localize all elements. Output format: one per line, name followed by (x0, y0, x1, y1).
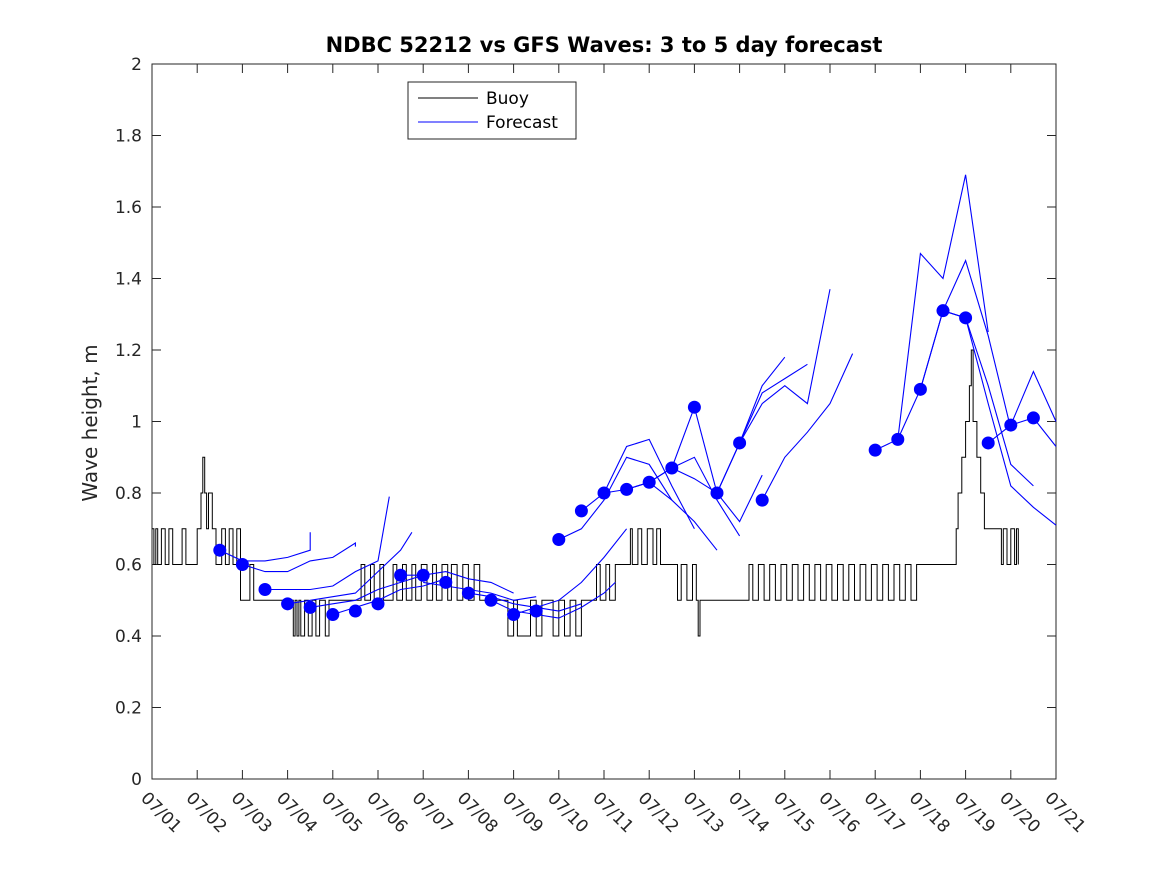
legend-box (407, 81, 577, 140)
forecast-line (897, 259, 1012, 440)
forecast-marker (959, 311, 973, 325)
y-axis-label: Wave height, m (78, 344, 102, 501)
forecast-marker (461, 586, 475, 600)
forecast-line (919, 310, 1034, 487)
forecast-marker (507, 608, 521, 622)
forecast-marker (303, 600, 317, 614)
y-tick-label: 1.2 (115, 341, 142, 361)
legend-label: Forecast (486, 113, 558, 133)
forecast-marker (597, 486, 611, 500)
forecast-marker (394, 568, 408, 582)
forecast-marker (258, 583, 272, 597)
forecast-marker (348, 604, 362, 618)
y-tick-label: 1 (131, 413, 142, 433)
forecast-marker (981, 436, 995, 450)
y-tick-label: 1.8 (115, 127, 142, 147)
forecast-line (242, 541, 356, 573)
forecast-marker (642, 475, 656, 489)
forecast-line (987, 370, 1057, 444)
buoy-line (152, 349, 1019, 637)
y-tick-label: 0.2 (115, 699, 142, 719)
legend: Buoy Forecast (407, 81, 577, 140)
forecast-marker (326, 608, 340, 622)
forecast-marker (281, 597, 295, 611)
forecast-marker (755, 493, 769, 507)
forecast-marker (620, 482, 634, 496)
forecast-line (761, 353, 854, 501)
forecast-line (219, 532, 311, 562)
forecast-line (265, 496, 390, 591)
forecast-marker (416, 568, 430, 582)
forecast-marker (371, 597, 385, 611)
y-tick-label: 0.6 (115, 556, 142, 576)
forecast-marker (529, 604, 543, 618)
forecast-marker (574, 504, 588, 518)
legend-label: Buoy (486, 89, 529, 109)
forecast-line (739, 289, 831, 444)
forecast-marker (891, 432, 905, 446)
forecast-line (287, 532, 413, 605)
forecast-marker (710, 486, 724, 500)
chart-title: NDBC 52212 vs GFS Waves: 3 to 5 day fore… (326, 33, 883, 57)
forecast-marker (733, 436, 747, 450)
forecast-line (716, 363, 808, 494)
forecast-marker (235, 558, 249, 571)
forecast-marker (439, 575, 453, 589)
y-tick-label: 1.4 (115, 270, 142, 290)
forecast-marker (868, 443, 882, 457)
forecast-marker (687, 400, 701, 414)
forecast-marker (665, 461, 679, 475)
y-tick-label: 0 (131, 770, 142, 790)
forecast-marker (552, 532, 566, 546)
forecast-marker (936, 304, 950, 318)
forecast-marker (213, 543, 227, 557)
y-tick-label: 2 (131, 55, 142, 75)
forecast-marker (1026, 411, 1040, 425)
forecast-line (310, 574, 424, 608)
y-tick-label: 0.4 (115, 627, 142, 647)
forecast-marker (913, 382, 927, 396)
forecast-marker (1004, 418, 1018, 432)
forecast-line (558, 456, 673, 540)
y-tick-label: 1.6 (115, 198, 142, 218)
forecast-marker (484, 593, 498, 607)
y-tick-label: 0.8 (115, 484, 142, 504)
